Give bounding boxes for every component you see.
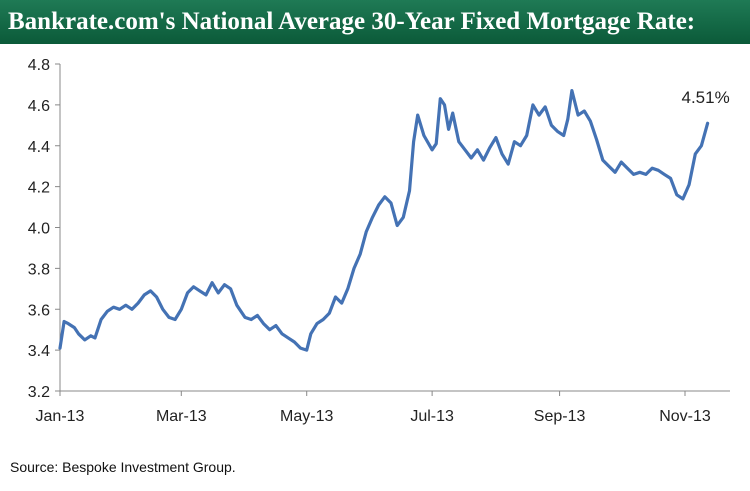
- y-tick-label: 3.8: [28, 261, 50, 278]
- x-tick-label: Jul-13: [410, 408, 454, 425]
- x-axis: Jan-13 Mar-13 May-13 Jul-13 Sep-13 Nov-13: [36, 390, 730, 425]
- x-tick-label: Sep-13: [534, 408, 586, 425]
- y-tick-label: 3.4: [28, 343, 50, 360]
- chart-title: Bankrate.com's National Average 30-Year …: [0, 0, 750, 44]
- y-tick-label: 4.2: [28, 180, 50, 197]
- source-note: Source: Bespoke Investment Group.: [10, 459, 236, 475]
- y-tick-label: 3.2: [28, 384, 50, 401]
- y-tick-label: 4.0: [28, 221, 50, 238]
- y-tick-label: 4.4: [28, 139, 50, 156]
- y-tick-label: 4.6: [28, 98, 50, 115]
- y-tick-label: 3.6: [28, 302, 50, 319]
- annotation-layer: 4.51%: [682, 88, 730, 107]
- series-layer: [58, 88, 710, 352]
- series-line: [58, 88, 710, 352]
- x-tick-label: May-13: [280, 408, 333, 425]
- y-tick-label: 4.8: [28, 57, 50, 74]
- x-tick-label: Mar-13: [156, 408, 207, 425]
- y-axis: 3.2 3.4 3.6 3.8 4.0 4.2 4.4 4.6 4.8: [28, 57, 61, 401]
- x-tick-label: Nov-13: [659, 408, 711, 425]
- last-value-annotation: 4.51%: [682, 88, 730, 107]
- x-tick-label: Jan-13: [36, 408, 85, 425]
- line-chart: 3.2 3.4 3.6 3.8 4.0 4.2 4.4 4.6 4.8 Jan-13 Mar-13…: [28, 57, 730, 425]
